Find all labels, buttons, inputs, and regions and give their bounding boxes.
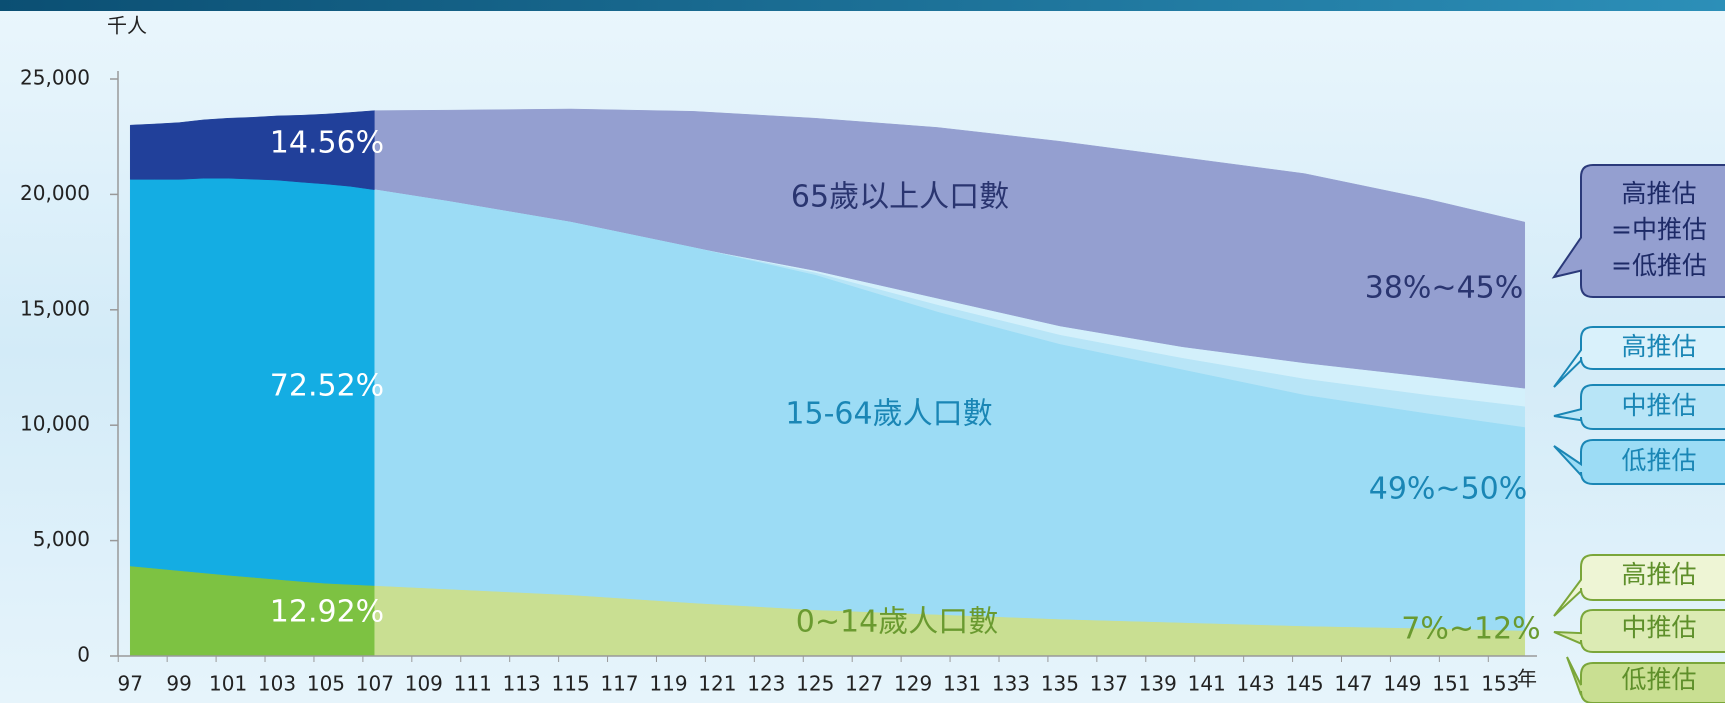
callout-text: 高推估 [1621, 560, 1696, 589]
x-tick-label: 129 [894, 672, 932, 696]
top-bar [0, 0, 1725, 11]
x-tick-label: 107 [356, 672, 394, 696]
x-tick-label: 149 [1383, 672, 1421, 696]
callout-text: =中推估 [1611, 215, 1707, 244]
callout-text: 中推估 [1621, 391, 1696, 420]
x-tick-label: 127 [845, 672, 883, 696]
x-tick-label: 147 [1334, 672, 1372, 696]
x-tick-label: 109 [405, 672, 443, 696]
x-tick-label: 135 [1041, 672, 1079, 696]
callout-box [1553, 609, 1725, 653]
x-tick-label: 99 [166, 672, 191, 696]
y-unit: 千人 [107, 14, 147, 38]
callout-box [1553, 554, 1725, 617]
annotation: 65歲以上人口數 [791, 180, 1009, 215]
callout-text: 高推估 [1621, 332, 1696, 361]
x-tick-label: 121 [698, 672, 736, 696]
callout-text: 低推估 [1621, 446, 1696, 475]
x-tick-label: 125 [796, 672, 834, 696]
y-tick-label: 5,000 [33, 527, 90, 551]
annotation: 72.52% [270, 369, 384, 404]
callout-text: 中推估 [1621, 613, 1696, 642]
y-tick-label: 10,000 [20, 412, 90, 436]
x-tick-label: 119 [649, 672, 687, 696]
x-tick-label: 105 [307, 672, 345, 696]
x-tick-label: 115 [552, 672, 590, 696]
y-tick-label: 15,000 [20, 296, 90, 320]
x-tick-label: 133 [992, 672, 1030, 696]
x-tick-label: 97 [118, 672, 143, 696]
callout-box [1553, 384, 1725, 430]
annotation: 38%~45% [1365, 271, 1524, 306]
x-tick-label: 145 [1285, 672, 1323, 696]
annotation: 15-64歲人口數 [785, 397, 992, 432]
y-tick-label: 0 [77, 643, 90, 667]
callout-text: 高推估 [1621, 179, 1696, 208]
x-tick-label: 123 [747, 672, 785, 696]
callout-box [1551, 164, 1725, 298]
x-unit: 年 [1517, 667, 1537, 691]
callout-text: =低推估 [1611, 251, 1707, 280]
callout-text: 低推估 [1621, 665, 1696, 694]
annotation: 7%~12% [1401, 612, 1540, 647]
x-tick-label: 143 [1237, 672, 1275, 696]
x-tick-label: 103 [258, 672, 296, 696]
annotation: 12.92% [270, 595, 384, 630]
callout-box [1553, 439, 1725, 485]
x-tick-label: 139 [1139, 672, 1177, 696]
annotation: 0~14歲人口數 [796, 605, 998, 640]
x-tick-label: 153 [1481, 672, 1519, 696]
callout-box [1553, 326, 1725, 388]
x-tick-label: 151 [1432, 672, 1470, 696]
annotation: 14.56% [270, 126, 384, 161]
x-tick-label: 113 [503, 672, 541, 696]
y-tick-label: 20,000 [20, 181, 90, 205]
y-tick-label: 25,000 [20, 66, 90, 90]
x-tick-label: 137 [1090, 672, 1128, 696]
annotation: 49%~50% [1369, 472, 1528, 507]
x-tick-label: 111 [454, 672, 492, 696]
x-tick-label: 101 [209, 672, 247, 696]
x-tick-label: 141 [1188, 672, 1226, 696]
x-tick-label: 117 [600, 672, 638, 696]
area [374, 189, 1526, 631]
x-tick-label: 131 [943, 672, 981, 696]
